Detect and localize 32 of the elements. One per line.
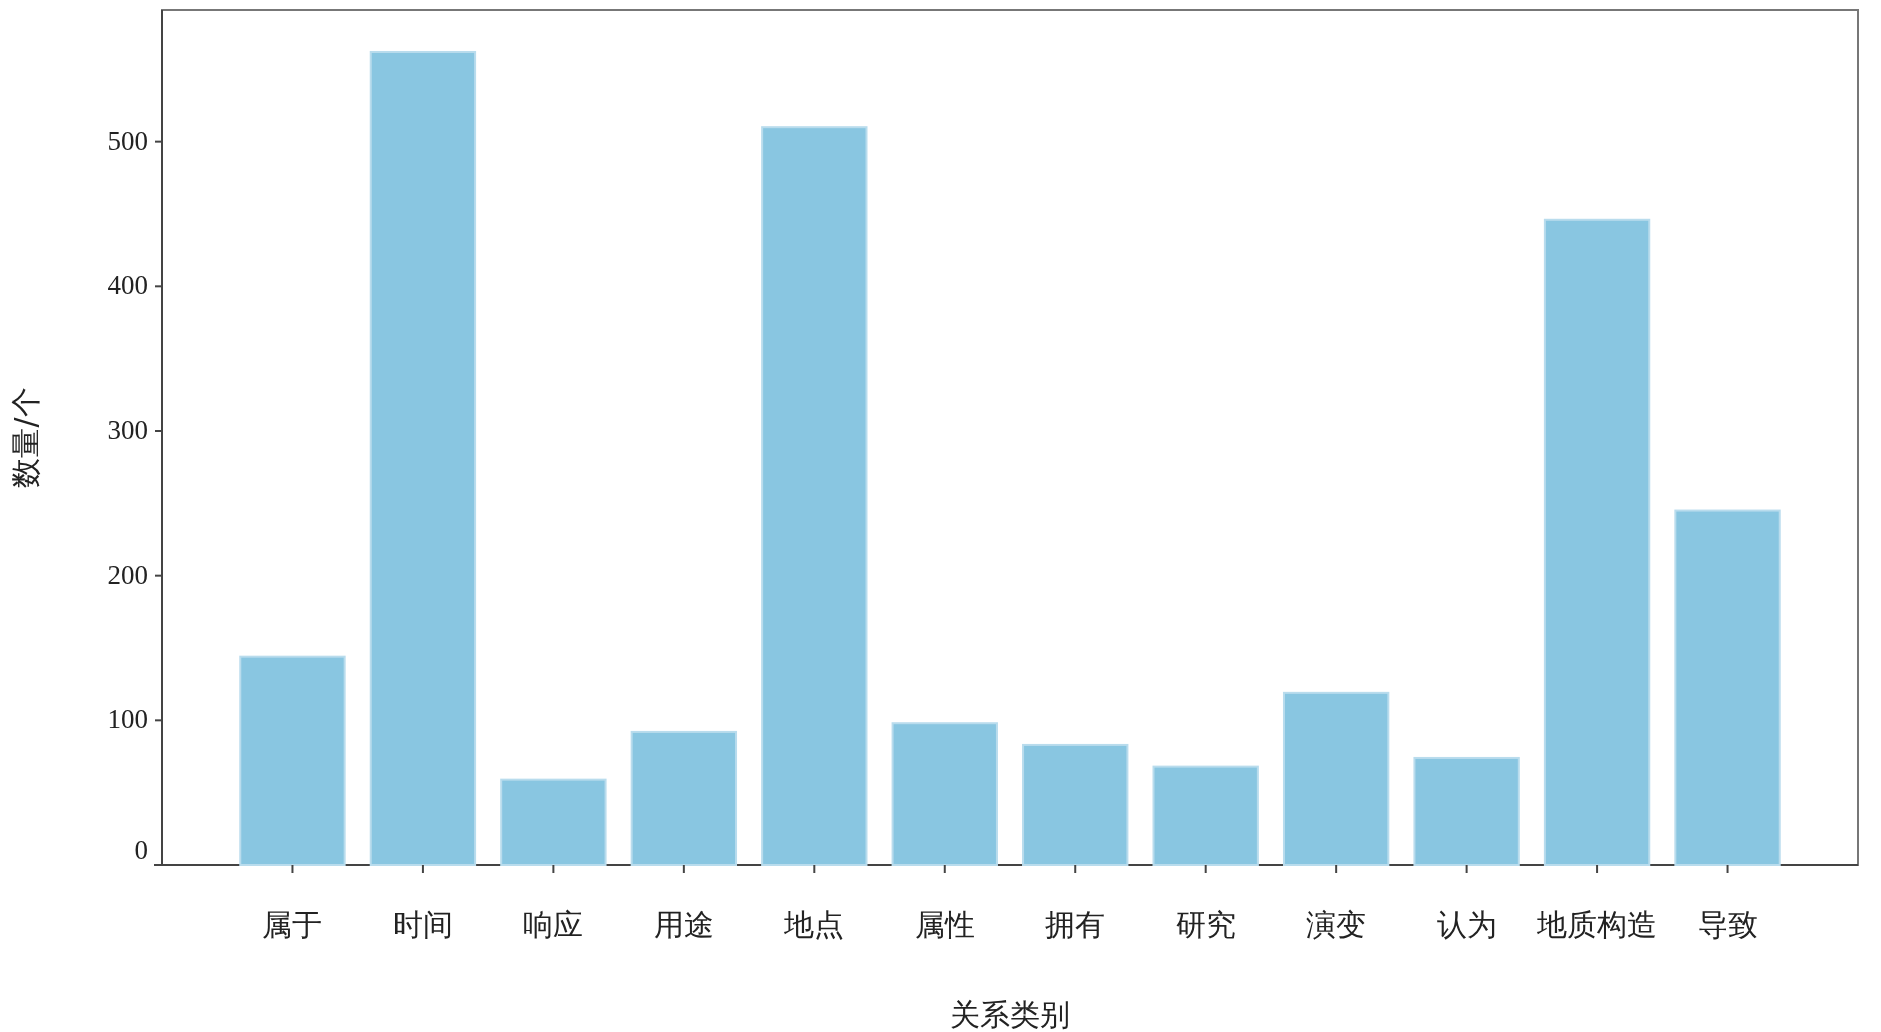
y-tick-label: 400 (107, 270, 148, 301)
y-tick-label: 0 (134, 835, 148, 865)
y-tick-label: 500 (107, 125, 148, 156)
bar (630, 730, 738, 866)
bar (1282, 691, 1390, 866)
x-tick-label: 演变 (1306, 907, 1367, 942)
x-axis-title: 关系类别 (950, 997, 1070, 1032)
x-tick-label: 导致 (1697, 907, 1758, 942)
bar (1022, 743, 1129, 866)
bar (1543, 218, 1651, 866)
x-tick-label: 拥有 (1045, 907, 1106, 942)
bar (761, 126, 868, 866)
bar (891, 722, 998, 866)
y-tick-label: 100 (107, 704, 148, 735)
bar (1413, 756, 1520, 866)
x-tick-label: 地点 (783, 907, 845, 942)
x-tick-label: 用途 (653, 907, 714, 942)
bar (369, 50, 477, 866)
y-tick-label: 300 (107, 414, 148, 445)
y-tick-label: 200 (107, 559, 148, 590)
x-tick-label: 地质构造 (1536, 907, 1658, 942)
y-axis-title: 数量/个 (8, 387, 43, 488)
x-tick-label: 认为 (1436, 907, 1497, 942)
bar (1152, 765, 1259, 866)
bar (239, 655, 346, 866)
x-tick-label: 响应 (523, 907, 584, 942)
bar (500, 778, 607, 866)
x-tick-label: 属于 (262, 907, 323, 942)
x-tick-label: 研究 (1175, 907, 1236, 942)
bar (1674, 509, 1781, 866)
x-tick-label: 时间 (392, 907, 453, 942)
x-tick-label: 属性 (914, 907, 975, 942)
